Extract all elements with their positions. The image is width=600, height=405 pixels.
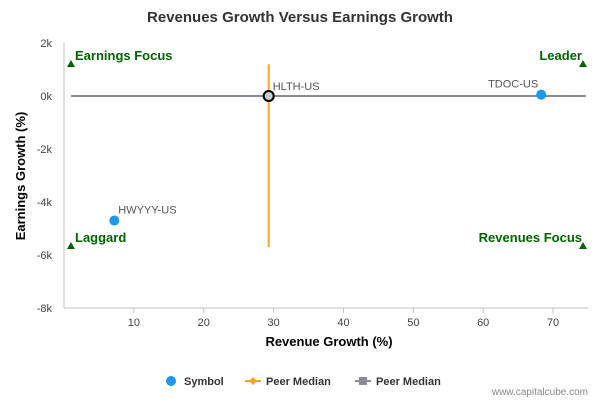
y-tick-label: 0k	[40, 91, 52, 103]
data-point-label-tdoc-us: TDOC-US	[488, 79, 538, 91]
x-tick-label: 50	[407, 317, 419, 329]
y-tick-label: 2k	[40, 38, 52, 50]
quadrant-marker-laggard	[67, 242, 75, 249]
legend: Symbol Peer Median Peer Median	[166, 376, 441, 388]
data-point-hwyyy-us	[109, 215, 120, 226]
x-tick-label: 40	[337, 317, 349, 329]
x-tick-label: 60	[477, 317, 489, 329]
x-tick-label: 10	[128, 317, 140, 329]
legend-marker-peer-median-earnings	[359, 377, 367, 385]
legend-label-0: Symbol	[184, 376, 224, 388]
y-tick-label: -2k	[37, 144, 53, 156]
quadrant-label-earnings-focus: Earnings Focus	[75, 48, 173, 63]
data-point-hlth-us	[262, 90, 275, 102]
x-tick-label: 30	[267, 317, 279, 329]
y-tick-label: -4k	[37, 197, 53, 209]
legend-label-1: Peer Median	[266, 376, 331, 388]
y-tick-label: -8k	[37, 303, 53, 315]
legend-marker-peer-median-revenue	[249, 377, 257, 385]
legend-label-2: Peer Median	[376, 376, 441, 388]
legend-marker-symbol	[166, 376, 176, 386]
quadrant-marker-leader	[579, 60, 587, 67]
chart-title: Revenues Growth Versus Earnings Growth	[147, 9, 453, 26]
x-tick-label: 70	[547, 317, 559, 329]
data-point-tdoc-us	[536, 89, 547, 100]
credit-text: www.capitalcube.com	[491, 387, 588, 398]
y-axis-title: Earnings Growth (%)	[13, 112, 28, 241]
data-point-label-hlth-us: HLTH-US	[273, 81, 320, 93]
plot-area: 10 20 30 40 50 60 70 2k 0k -2k -4k -6k -8k Earnings F…	[37, 38, 588, 329]
quadrant-marker-revenues-focus	[579, 242, 587, 249]
data-point-label-hwyyy-us: HWYYY-US	[118, 205, 176, 217]
x-tick-label: 20	[198, 317, 210, 329]
quadrant-label-leader: Leader	[539, 48, 582, 63]
x-axis-title: Revenue Growth (%)	[265, 334, 392, 349]
quadrant-label-revenues-focus: Revenues Focus	[479, 230, 582, 245]
quadrant-marker-earnings-focus	[67, 60, 75, 67]
quadrant-label-laggard: Laggard	[75, 230, 126, 245]
y-tick-label: -6k	[37, 250, 53, 262]
